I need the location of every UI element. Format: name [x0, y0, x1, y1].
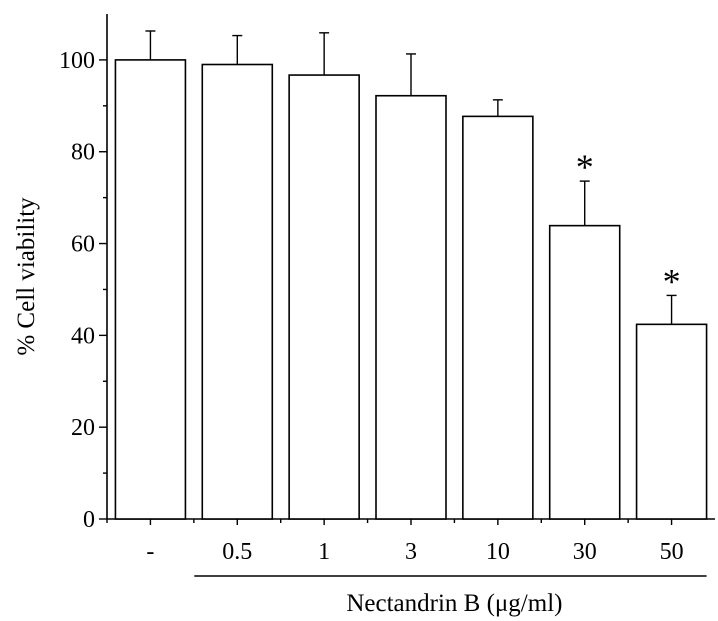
bar	[548, 224, 621, 520]
bar	[114, 59, 187, 520]
bars	[114, 59, 708, 520]
y-tick-label: 40	[71, 323, 95, 349]
y-tick-label: 100	[59, 48, 95, 74]
x-tick-label: 3	[405, 539, 417, 565]
error-bars	[145, 30, 677, 325]
x-axis-title: Nectandrin B (μg/ml)	[346, 590, 562, 617]
bar	[462, 115, 534, 520]
x-tick-label: 1	[318, 539, 330, 565]
x-tick-label: 30	[573, 539, 597, 565]
y-tick-label: 60	[71, 232, 95, 258]
x-tick-label: -	[146, 539, 154, 565]
bar	[201, 63, 274, 520]
significance-marker: *	[663, 261, 681, 301]
bar	[635, 323, 708, 520]
significance-marker: *	[576, 147, 594, 187]
y-tick-label: 80	[71, 140, 95, 166]
y-tick-label: 0	[83, 507, 95, 533]
y-tick-label: 20	[71, 415, 95, 441]
tick-labels: 0 20 40 60 80 100 - 0.5 1 3 10 30 * 50 *	[59, 48, 684, 565]
bar	[288, 74, 360, 520]
x-tick-label: 50	[660, 539, 684, 565]
x-tick-label: 0.5	[222, 539, 252, 565]
x-tick-label: 10	[486, 539, 510, 565]
y-axis-title: % Cell viability	[13, 197, 40, 356]
bar	[375, 94, 447, 520]
